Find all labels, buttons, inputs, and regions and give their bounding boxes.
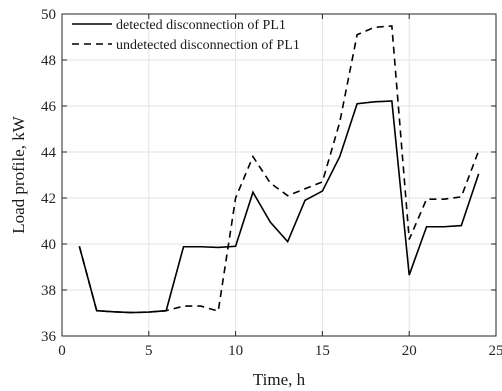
series-line-detected	[78, 100, 480, 314]
legend: detected disconnection of PL1 undetected …	[72, 18, 300, 53]
x-tick-label: 5	[145, 343, 153, 359]
plot-frame	[61, 13, 497, 337]
axis-ticks: 0 5 10 15 20 25 36 38 40 42 44 46 48 50	[41, 7, 502, 359]
legend-entry-label: detected disconnection of PL1	[116, 18, 286, 33]
y-tick-label: 38	[41, 283, 56, 299]
series-lines	[78, 25, 480, 314]
y-tick-label: 36	[41, 329, 57, 345]
y-tick-label: 48	[41, 53, 56, 69]
legend-entry-label: undetected disconnection of PL1	[116, 38, 300, 53]
y-axis-label: Load profile, kW	[9, 115, 28, 233]
y-tick-label: 44	[41, 145, 57, 161]
x-tick-label: 10	[228, 343, 243, 359]
y-tick-label: 46	[41, 99, 57, 115]
x-tick-label: 0	[58, 343, 66, 359]
series-line-undetected	[78, 25, 480, 314]
x-tick-label: 15	[315, 343, 330, 359]
y-tick-label: 40	[41, 237, 56, 253]
x-tick-label: 25	[489, 343, 502, 359]
x-axis-label: Time, h	[253, 370, 306, 389]
grid	[62, 14, 496, 336]
x-tick-label: 20	[402, 343, 417, 359]
y-tick-label: 42	[41, 191, 56, 207]
y-tick-label: 50	[41, 7, 56, 23]
